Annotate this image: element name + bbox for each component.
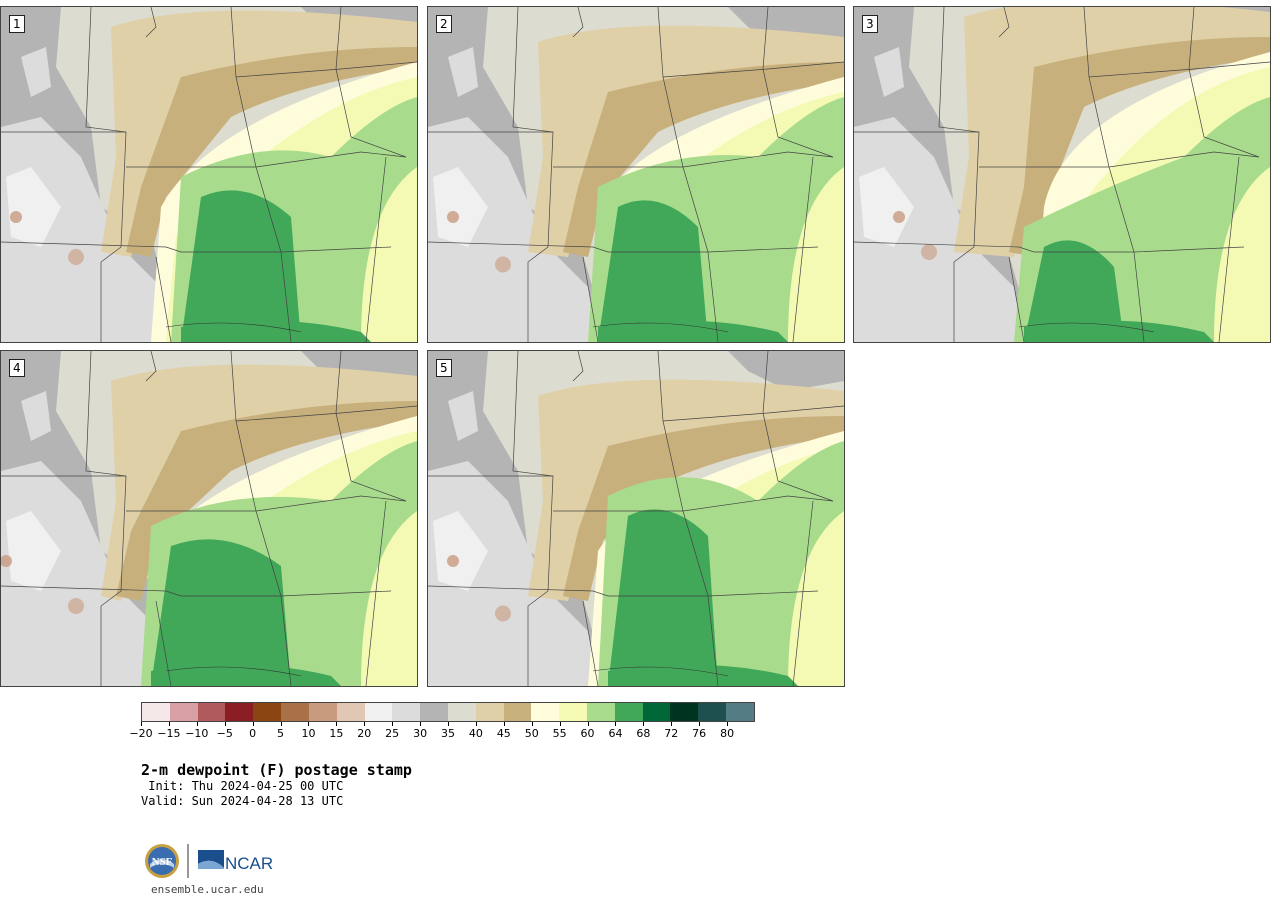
legend-swatch: [670, 703, 699, 721]
color-legend-ticks: −20 −15 −10 −5 0 5 10 15 20 25 30 35 40 45 50 55 60 64 68 7…: [129, 722, 755, 742]
legend-swatch: [587, 703, 615, 721]
legend-swatch: [336, 703, 365, 721]
dewpoint-map-4: [1, 351, 417, 686]
map-panel-2: 2: [427, 6, 845, 343]
legend-tick: [420, 722, 422, 726]
legend-tick-label: 64: [608, 727, 623, 740]
legend-tick: [141, 722, 142, 726]
legend-tick: [224, 722, 226, 726]
legend-tick: [168, 722, 170, 726]
legend-swatch: [308, 703, 337, 721]
panel-number-2: 2: [436, 15, 452, 33]
legend-tick-label: 68: [636, 727, 651, 740]
legend-tick: [308, 722, 310, 726]
legend-tick-label: 35: [441, 727, 455, 740]
legend-tick: [336, 722, 338, 726]
legend-swatch: [531, 703, 560, 721]
legend-tick-label: 50: [524, 727, 539, 740]
legend-tick: [196, 722, 198, 726]
legend-tick: [531, 722, 533, 726]
color-legend-bar: [141, 702, 755, 722]
legend-tick-label: 72: [664, 727, 679, 740]
panel-number-5: 5: [436, 359, 452, 377]
dewpoint-map-3: [854, 7, 1270, 342]
legend-swatch: [475, 703, 504, 721]
ncar-logo-icon: NCAR: [198, 850, 273, 873]
legend-tick: [364, 722, 366, 726]
legend-swatch: [253, 703, 282, 721]
legend-tick: [559, 722, 561, 726]
legend-tick: [448, 722, 449, 726]
legend-swatch: [169, 703, 198, 721]
legend-tick-label: −5: [216, 727, 233, 740]
legend-swatch: [726, 703, 754, 721]
map-panel-1: 1: [0, 6, 418, 343]
legend-tick-label: 80: [720, 727, 735, 740]
dewpoint-map-2: [428, 7, 844, 342]
legend-swatch: [559, 703, 587, 721]
svg-text:NCAR: NCAR: [225, 854, 273, 873]
legend-swatch: [281, 703, 309, 721]
logos: NSF NCAR: [144, 842, 284, 882]
legend-tick-label: 30: [413, 727, 428, 740]
svg-text:NSF: NSF: [152, 856, 173, 868]
map-panel-3: 3: [853, 6, 1271, 343]
nsf-logo-icon: NSF: [145, 844, 179, 878]
legend-tick-label: −15: [157, 727, 181, 740]
legend-tick: [671, 722, 673, 726]
legend-tick-label: 40: [468, 727, 483, 740]
map-panel-4: 4: [0, 350, 418, 687]
chart-title: 2-m dewpoint (F) postage stamp: [141, 761, 412, 779]
legend-tick: [643, 722, 645, 726]
legend-swatch: [392, 703, 421, 721]
legend-tick-label: 55: [552, 727, 567, 740]
legend-swatch: [197, 703, 226, 721]
legend-swatch: [642, 703, 671, 721]
legend-swatch: [447, 703, 476, 721]
panel-number-4: 4: [9, 359, 25, 377]
website-link[interactable]: ensemble.ucar.edu: [151, 883, 264, 896]
dewpoint-map-1: [1, 7, 417, 342]
legend-tick-label: −20: [129, 727, 153, 740]
legend-tick: [615, 722, 617, 726]
legend-swatch: [364, 703, 393, 721]
legend-tick-label: 76: [692, 727, 707, 740]
valid-time: Valid: Sun 2024-04-28 13 UTC: [141, 794, 344, 808]
legend-tick-label: 60: [580, 727, 595, 740]
legend-tick: [280, 722, 282, 726]
legend-tick: [475, 722, 477, 726]
map-panel-5: 5: [427, 350, 845, 687]
legend-swatch: [420, 703, 448, 721]
legend-tick-label: 15: [329, 727, 344, 740]
legend-tick-label: 0: [249, 727, 257, 740]
legend-tick: [252, 722, 254, 726]
legend-tick-label: 45: [496, 727, 511, 740]
legend-tick-label: 25: [385, 727, 400, 740]
panel-number-1: 1: [9, 15, 25, 33]
legend-swatch: [225, 703, 254, 721]
legend-tick: [503, 722, 505, 726]
legend-tick-label: 20: [357, 727, 372, 740]
legend-tick-label: −10: [185, 727, 209, 740]
legend-swatch: [698, 703, 727, 721]
legend-tick: [587, 722, 589, 726]
legend-swatch: [614, 703, 643, 721]
panel-number-3: 3: [862, 15, 878, 33]
legend-tick-label: 10: [301, 727, 316, 740]
legend-tick-label: 5: [277, 727, 285, 740]
legend-tick: [699, 722, 701, 726]
legend-tick: [392, 722, 394, 726]
legend-swatch: [142, 703, 170, 721]
legend-swatch: [503, 703, 532, 721]
legend-tick: [727, 722, 729, 726]
dewpoint-map-5: [428, 351, 844, 686]
init-time: Init: Thu 2024-04-25 00 UTC: [141, 779, 344, 793]
